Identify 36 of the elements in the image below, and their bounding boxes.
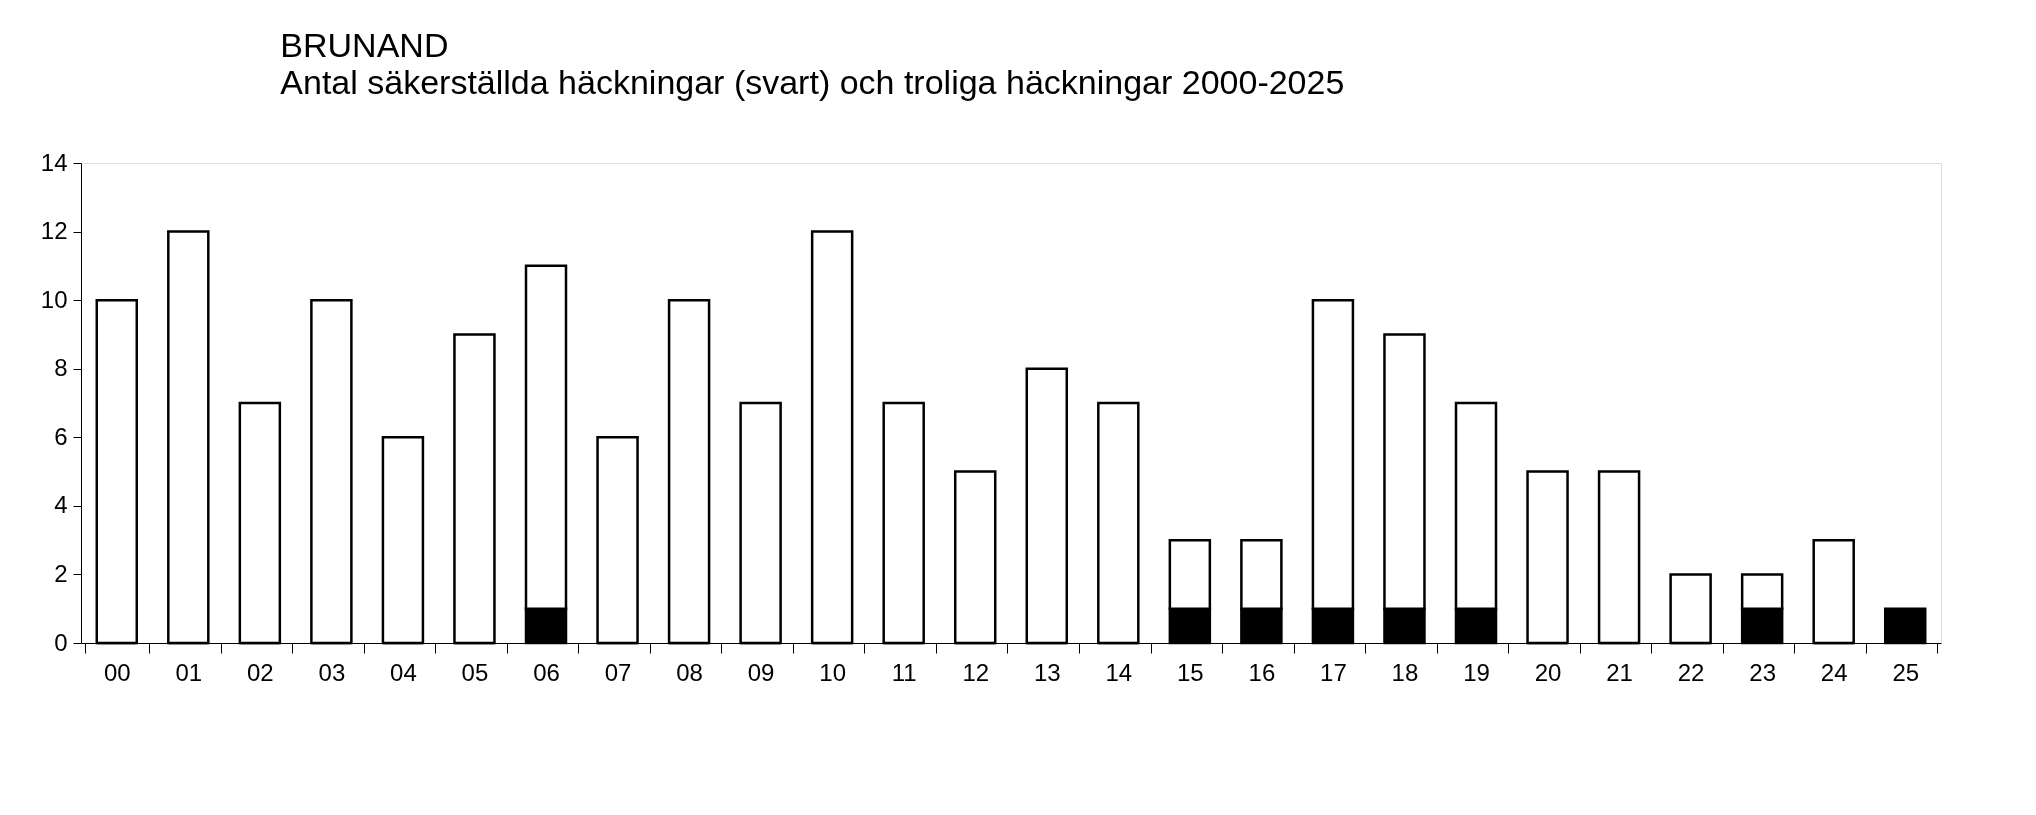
- y-tick-label: 6: [54, 422, 68, 450]
- x-tick-label: 05: [461, 658, 489, 686]
- x-tick-label: 15: [1176, 658, 1204, 686]
- x-tick-label: 04: [390, 658, 417, 686]
- y-tick-label: 14: [40, 148, 68, 176]
- x-tick-label: 16: [1248, 658, 1276, 686]
- x-tick-label: 21: [1606, 658, 1633, 686]
- x-tick-label: 09: [747, 658, 775, 686]
- x-tick-label: 08: [676, 658, 703, 686]
- x-tick-label: 12: [962, 658, 990, 686]
- y-tick-label: 4: [54, 491, 68, 519]
- x-tick-label: 07: [604, 658, 632, 686]
- x-tick-label: 13: [1033, 658, 1061, 686]
- x-tick-label: 00: [103, 658, 131, 686]
- y-tick-label: 12: [40, 217, 68, 245]
- x-tick-label: 03: [318, 658, 346, 686]
- x-tick-label: 10: [819, 658, 847, 686]
- x-tick-label: 17: [1320, 658, 1347, 686]
- x-tick-label: 20: [1534, 658, 1562, 686]
- y-tick-label: 8: [54, 354, 68, 382]
- x-tick-label: 11: [891, 658, 917, 686]
- y-tick-label: 10: [40, 285, 68, 313]
- x-tick-label: 02: [246, 658, 274, 686]
- x-tick-label: 14: [1105, 658, 1133, 686]
- x-tick-label: 25: [1892, 658, 1920, 686]
- x-tick-label: 19: [1463, 658, 1490, 686]
- chart-title: BRUNAND: [280, 26, 449, 64]
- chart-subtitle: Antal säkerställda häckningar (svart) och troliga häckningar 2000-2025: [280, 63, 1345, 101]
- x-tick-label: 23: [1749, 658, 1777, 686]
- x-tick-label: 22: [1677, 658, 1705, 686]
- x-tick-label: 06: [533, 658, 560, 686]
- y-tick-label: 2: [54, 559, 68, 587]
- x-tick-label: 18: [1391, 658, 1419, 686]
- x-tick-label: 24: [1820, 658, 1848, 686]
- y-tick-label: 0: [54, 628, 68, 656]
- x-tick-label: 01: [175, 658, 203, 686]
